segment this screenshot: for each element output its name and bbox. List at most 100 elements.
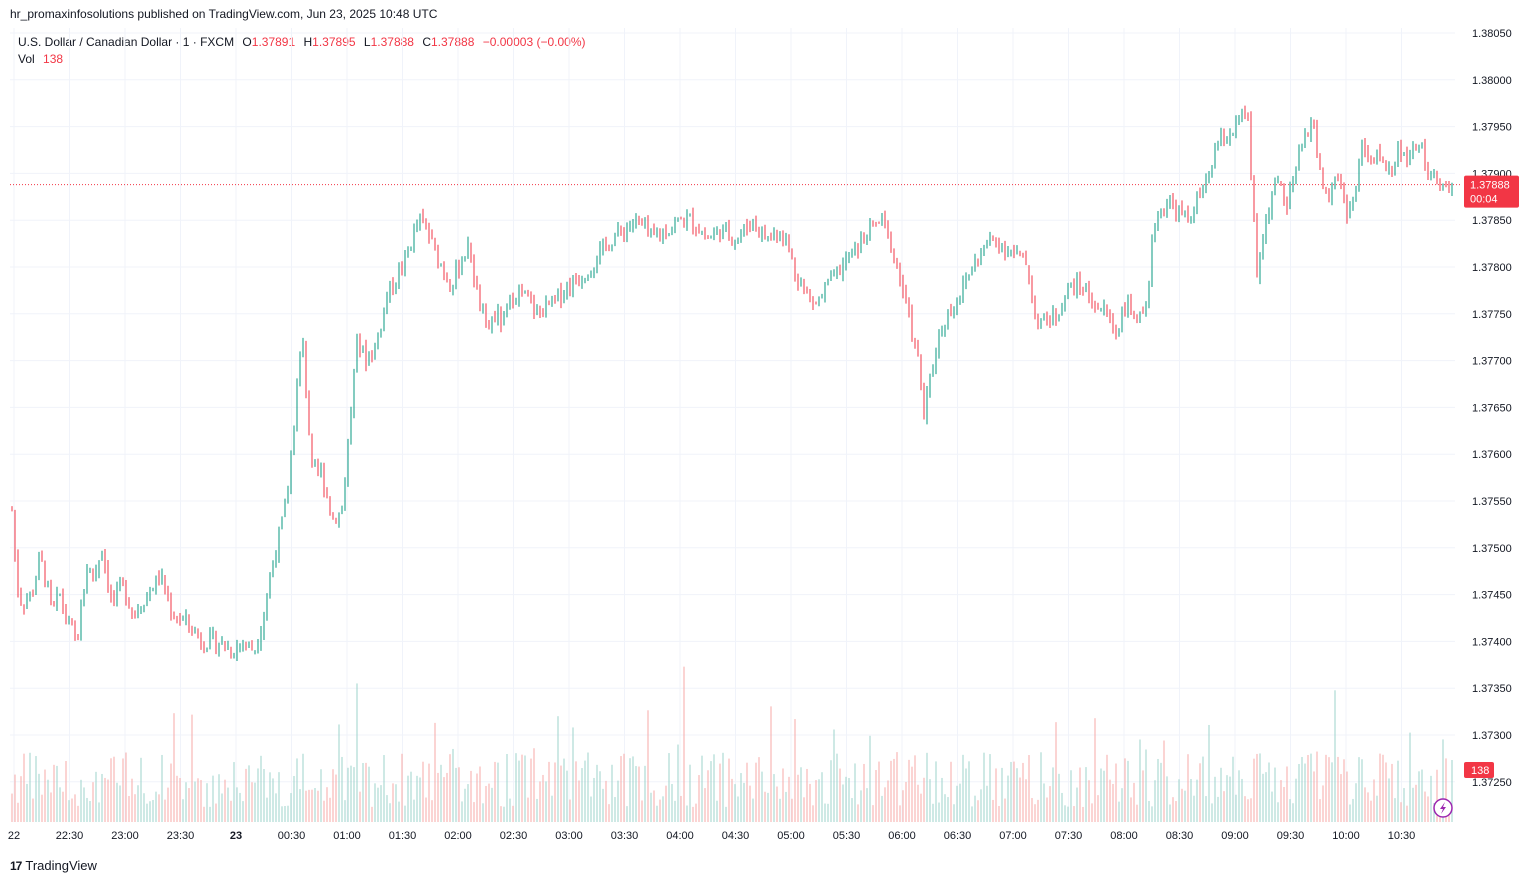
- volume-bar: [926, 752, 928, 822]
- time-tick-label: 04:00: [666, 830, 694, 842]
- tradingview-logo[interactable]: 17 TradingView: [10, 858, 97, 873]
- volume-bar: [131, 778, 133, 822]
- volume-bar: [848, 778, 850, 822]
- volume-bar: [1445, 758, 1447, 822]
- volume-bar: [362, 763, 364, 822]
- volume-bar: [578, 780, 580, 822]
- volume-bar: [134, 794, 136, 822]
- time-tick-label: 02:00: [444, 830, 472, 842]
- time-axis[interactable]: 22 22:30 23:00 23:30 23 00:30 01:00 01:30 02:00 0…: [8, 830, 1415, 842]
- volume-bar: [1385, 762, 1387, 822]
- volume-bar: [155, 791, 157, 822]
- volume-bar: [1241, 778, 1243, 822]
- volume-bar: [1397, 760, 1399, 822]
- volume-bar: [401, 753, 403, 822]
- volume-bar: [983, 752, 985, 822]
- volume-bar: [824, 803, 826, 822]
- volume-bar: [584, 760, 586, 822]
- volume-bar: [776, 786, 778, 822]
- time-tick-label: 09:30: [1277, 830, 1305, 842]
- volume-bar: [1070, 770, 1072, 822]
- volume-bar: [209, 806, 211, 822]
- volume-bar: [251, 782, 253, 822]
- volume-bar: [101, 773, 103, 822]
- volume-bar: [974, 795, 976, 822]
- volume-bar: [470, 770, 472, 822]
- volume-bar: [533, 748, 535, 822]
- volume-bar: [83, 787, 85, 822]
- volume-bar: [1067, 806, 1069, 822]
- volume-bar: [65, 761, 67, 822]
- price-badge-countdown: 00:04: [1470, 194, 1498, 206]
- volume-bar: [1421, 769, 1423, 822]
- volume-bar: [914, 755, 916, 822]
- volume-bar: [788, 776, 790, 822]
- volume-bar: [779, 798, 781, 822]
- volume-bar: [698, 775, 700, 822]
- price-tick-label: 1.37300: [1472, 730, 1512, 742]
- time-tick-label: 23:30: [167, 830, 195, 842]
- volume-bar: [1058, 773, 1060, 822]
- volume-bar: [1082, 806, 1084, 822]
- volume-bar: [26, 783, 28, 822]
- volume-bar: [803, 797, 805, 822]
- volume-bar: [74, 794, 76, 822]
- volume-bar: [353, 767, 355, 822]
- volume-bar: [41, 794, 43, 822]
- volume-bar: [224, 779, 226, 822]
- volume-bar: [959, 783, 961, 822]
- volume-bar: [32, 798, 34, 822]
- volume-bar: [725, 806, 727, 822]
- volume-bar: [836, 753, 838, 822]
- volume-bar: [176, 775, 178, 822]
- volume-bar: [1223, 791, 1225, 822]
- volume-bar: [1328, 757, 1330, 822]
- volume-bar: [842, 784, 844, 822]
- volume-bar: [1451, 760, 1453, 822]
- volume-bar: [437, 772, 439, 822]
- volume-bar: [1394, 798, 1396, 822]
- price-axis[interactable]: 1.380501.380001.379501.379001.378501.378…: [1472, 28, 1512, 789]
- volume-bar: [341, 756, 343, 822]
- volume-bar: [1379, 753, 1381, 822]
- price-tick-label: 1.37550: [1472, 496, 1512, 508]
- volume-bar: [386, 795, 388, 822]
- volume-bar: [356, 683, 358, 822]
- volume-bar: [716, 800, 718, 822]
- volume-bar: [1400, 802, 1402, 822]
- price-tick-label: 1.37450: [1472, 590, 1512, 602]
- volume-bar: [281, 806, 283, 822]
- volume-bar: [1163, 740, 1165, 822]
- volume-bar: [314, 788, 316, 822]
- volume-bar: [758, 757, 760, 822]
- volume-bar: [212, 775, 214, 822]
- volume-bar: [38, 773, 40, 822]
- volume-bar: [557, 716, 559, 822]
- volume-bar: [551, 795, 553, 822]
- volume-bar: [218, 774, 220, 822]
- lightning-icon[interactable]: [1433, 798, 1453, 818]
- time-tick-label: 22:30: [56, 830, 84, 842]
- volume-bar: [431, 800, 433, 822]
- volume-bar: [527, 797, 529, 822]
- volume-bar: [1079, 767, 1081, 822]
- volume-bar: [458, 767, 460, 822]
- volume-bar: [1037, 799, 1039, 822]
- volume-bar: [875, 770, 877, 822]
- volume-bar: [911, 766, 913, 822]
- volume-bar: [419, 777, 421, 822]
- volume-bar: [1052, 767, 1054, 822]
- volume-bar: [1262, 773, 1264, 822]
- volume-bar: [446, 772, 448, 822]
- volume-bar: [1274, 767, 1276, 822]
- volume-bar: [1346, 771, 1348, 822]
- volume-bar: [479, 766, 481, 822]
- price-tick-label: 1.37600: [1472, 449, 1512, 461]
- volume-bar: [995, 768, 997, 822]
- volume-bar: [872, 805, 874, 822]
- time-tick-label: 10:00: [1332, 830, 1360, 842]
- volume-bar: [80, 779, 82, 822]
- volume-bar: [185, 782, 187, 822]
- volume-bar: [128, 795, 130, 822]
